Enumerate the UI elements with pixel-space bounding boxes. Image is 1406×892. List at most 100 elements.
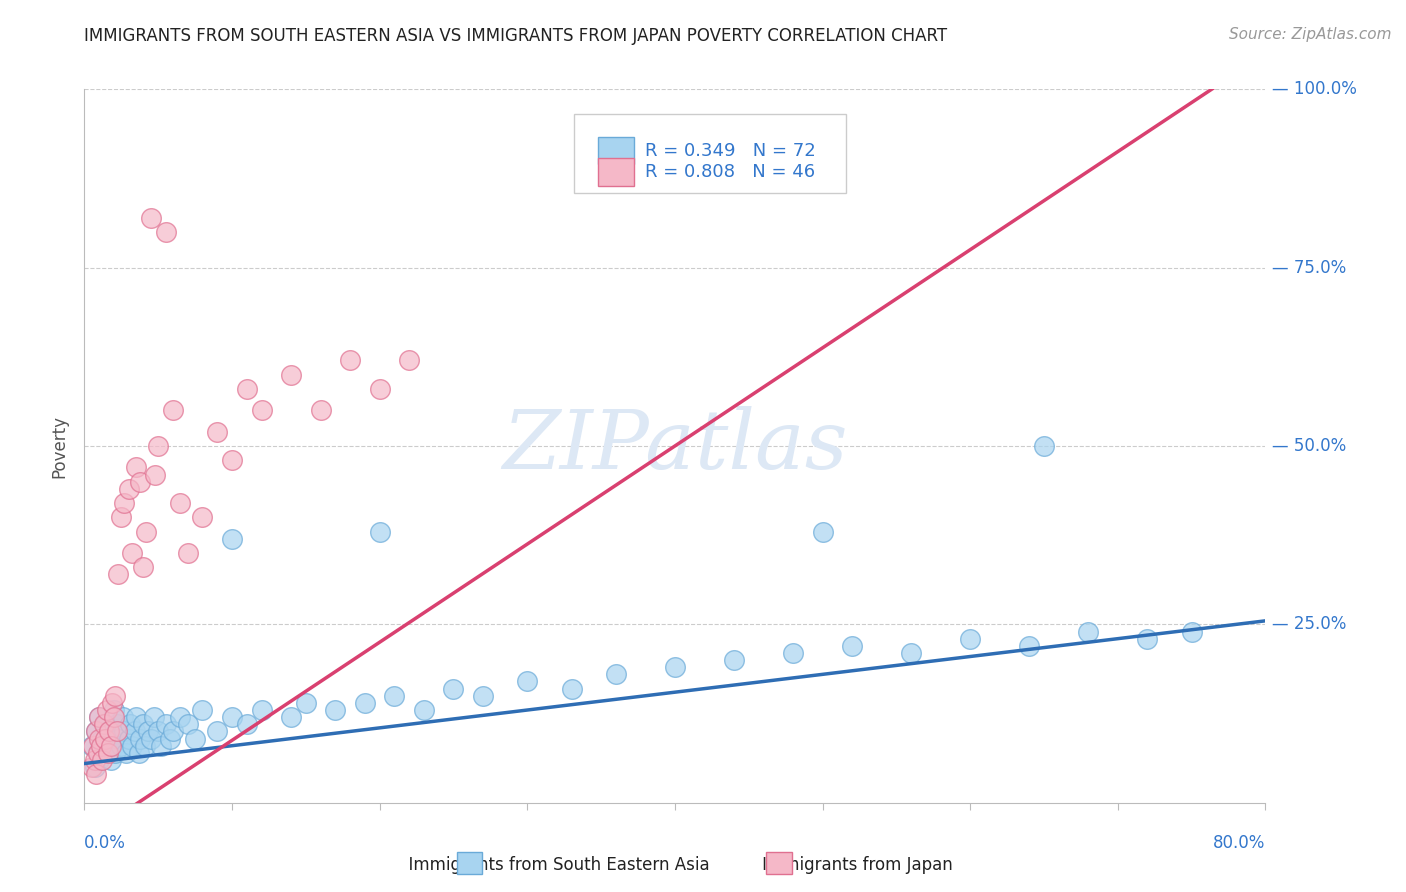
Point xyxy=(221,710,243,724)
Point xyxy=(83,753,105,767)
Point xyxy=(205,724,228,739)
Text: — 25.0%: — 25.0% xyxy=(1272,615,1347,633)
Point xyxy=(191,703,214,717)
Point xyxy=(112,496,135,510)
Point xyxy=(441,681,464,696)
Point xyxy=(900,646,922,660)
Point xyxy=(723,653,745,667)
Text: IMMIGRANTS FROM SOUTH EASTERN ASIA VS IMMIGRANTS FROM JAPAN POVERTY CORRELATION : IMMIGRANTS FROM SOUTH EASTERN ASIA VS IM… xyxy=(84,27,948,45)
Point xyxy=(782,646,804,660)
Point xyxy=(205,425,228,439)
Point xyxy=(129,475,152,489)
Point xyxy=(86,746,108,760)
Point xyxy=(811,524,834,539)
Point xyxy=(84,724,107,739)
Point xyxy=(104,746,127,760)
Point xyxy=(169,710,191,724)
Y-axis label: Poverty: Poverty xyxy=(51,415,69,477)
Text: — 75.0%: — 75.0% xyxy=(1272,259,1347,277)
Point xyxy=(87,710,111,724)
Point xyxy=(664,660,686,674)
Point xyxy=(135,524,157,539)
Point xyxy=(101,731,124,746)
Point xyxy=(128,746,150,760)
Point xyxy=(184,731,207,746)
Point xyxy=(139,211,162,225)
Point xyxy=(110,739,132,753)
Point xyxy=(155,225,177,239)
Point xyxy=(1136,632,1159,646)
Point xyxy=(309,403,332,417)
FancyBboxPatch shape xyxy=(575,114,846,193)
Text: 80.0%: 80.0% xyxy=(1213,834,1265,852)
Point xyxy=(560,681,583,696)
Point xyxy=(103,739,125,753)
Text: — 100.0%: — 100.0% xyxy=(1272,80,1357,98)
FancyBboxPatch shape xyxy=(598,137,634,164)
Point xyxy=(177,717,200,731)
Point xyxy=(121,739,143,753)
Point xyxy=(129,731,152,746)
Point xyxy=(368,382,391,396)
Point xyxy=(105,724,128,739)
Point xyxy=(136,724,159,739)
Point xyxy=(280,368,302,382)
Point xyxy=(100,753,122,767)
Point xyxy=(86,746,108,760)
Point xyxy=(339,353,361,368)
Point xyxy=(93,717,115,731)
Point xyxy=(235,717,259,731)
Point xyxy=(1018,639,1040,653)
Point xyxy=(235,382,259,396)
Point xyxy=(162,724,184,739)
Point xyxy=(132,560,155,574)
Point xyxy=(162,403,184,417)
Text: ZIPatlas: ZIPatlas xyxy=(502,406,848,486)
Point xyxy=(84,767,107,781)
Point xyxy=(114,746,136,760)
Point xyxy=(121,546,143,560)
Point xyxy=(413,703,436,717)
Point xyxy=(90,739,112,753)
Point xyxy=(80,739,103,753)
Point xyxy=(80,760,103,774)
Point xyxy=(83,760,105,774)
Text: R = 0.349   N = 72: R = 0.349 N = 72 xyxy=(645,142,815,160)
Text: R = 0.808   N = 46: R = 0.808 N = 46 xyxy=(645,163,815,181)
Point xyxy=(94,731,117,746)
Point xyxy=(87,753,111,767)
Point xyxy=(100,739,122,753)
Point xyxy=(1180,624,1202,639)
Point xyxy=(107,731,129,746)
Point xyxy=(1077,624,1099,639)
Point xyxy=(148,724,170,739)
Point xyxy=(103,710,125,724)
Point xyxy=(91,753,114,767)
Point xyxy=(472,689,495,703)
Point xyxy=(841,639,863,653)
Point xyxy=(94,717,117,731)
Point xyxy=(142,710,165,724)
Point xyxy=(159,731,181,746)
Point xyxy=(354,696,377,710)
Point xyxy=(96,703,118,717)
Point xyxy=(84,724,107,739)
Point xyxy=(1032,439,1054,453)
Point xyxy=(104,689,127,703)
Point xyxy=(97,724,120,739)
Point xyxy=(143,467,166,482)
Point xyxy=(111,710,134,724)
Point xyxy=(96,746,118,760)
Point xyxy=(516,674,538,689)
Point xyxy=(118,482,141,496)
Point xyxy=(134,739,156,753)
Point xyxy=(382,689,406,703)
Point xyxy=(82,739,104,753)
Point xyxy=(221,453,243,467)
Point xyxy=(295,696,318,710)
Point xyxy=(250,403,273,417)
Point xyxy=(155,717,177,731)
Point xyxy=(125,710,148,724)
Point xyxy=(177,546,200,560)
Text: 0.0%: 0.0% xyxy=(84,834,127,852)
